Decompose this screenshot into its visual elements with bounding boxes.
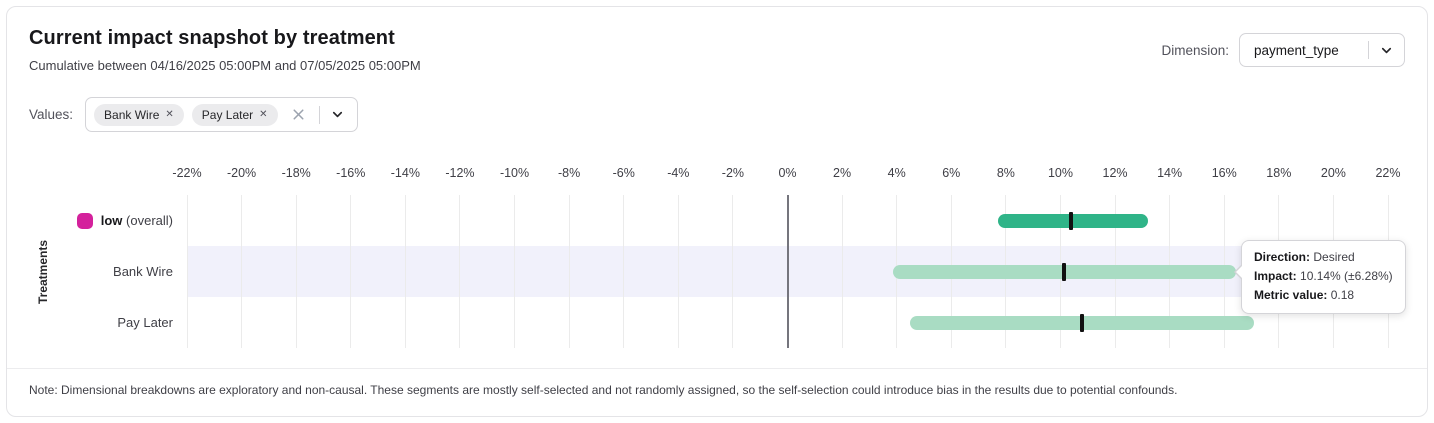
- note-section: Note: Dimensional breakdowns are explora…: [7, 368, 1427, 398]
- x-tick-label: 18%: [1266, 166, 1292, 180]
- gridline: [186, 195, 188, 348]
- page-title: Current impact snapshot by treatment: [29, 27, 395, 49]
- gridline: [459, 195, 461, 348]
- row-label: Bank Wire: [29, 262, 173, 282]
- x-tick-label: -16%: [336, 166, 366, 180]
- row-label-text: Bank Wire: [113, 264, 173, 279]
- gridline: [241, 195, 243, 348]
- values-dropdown-toggle[interactable]: [328, 107, 347, 122]
- value-chip[interactable]: Bank Wire ✕: [94, 103, 184, 126]
- x-tick-label: -20%: [226, 166, 257, 180]
- row-label: Pay Later: [29, 313, 173, 333]
- values-multiselect[interactable]: Bank Wire ✕ Pay Later ✕: [85, 97, 358, 132]
- dimension-select[interactable]: payment_type: [1239, 33, 1405, 67]
- x-tick-label: -2%: [721, 166, 745, 180]
- x-tick-label: -6%: [612, 166, 635, 180]
- value-chip-label: Bank Wire: [104, 107, 160, 122]
- gridline: [295, 195, 297, 348]
- impact-marker: [1062, 262, 1067, 281]
- values-label: Values:: [29, 107, 74, 122]
- row-label: low (overall): [29, 211, 173, 231]
- x-tick-label: -4%: [667, 166, 690, 180]
- gridline: [404, 195, 406, 348]
- impact-marker: [1080, 313, 1085, 332]
- x-tick-label: -12%: [445, 166, 475, 180]
- header-titles: Current impact snapshot by treatment Cum…: [29, 25, 421, 75]
- x-tick-label: 6%: [942, 166, 961, 180]
- x-tick-label: -14%: [390, 166, 420, 180]
- tooltip-lines: Direction: Desired Impact: 10.14% (±6.28%…: [1254, 248, 1393, 305]
- card-header: Current impact snapshot by treatment Cum…: [29, 25, 1405, 75]
- zero-line: [786, 195, 789, 348]
- row-label-text: low (overall): [100, 213, 173, 228]
- chips-container: Bank Wire ✕ Pay Later ✕: [94, 103, 278, 126]
- x-tick-label: 2%: [833, 166, 852, 180]
- gridline: [514, 195, 516, 348]
- chevron-down-icon: [1379, 43, 1394, 58]
- note-text: Note: Dimensional breakdowns are explora…: [29, 383, 1178, 397]
- clear-values-button[interactable]: [286, 106, 311, 123]
- impact-snapshot-card: Current impact snapshot by treatment Cum…: [6, 6, 1428, 417]
- row-label-text: Pay Later: [117, 315, 173, 330]
- x-tick-label: 14%: [1157, 166, 1183, 180]
- x-tick-label: 16%: [1211, 166, 1237, 180]
- impact-marker: [1069, 211, 1074, 230]
- value-chip-label: Pay Later: [201, 107, 254, 122]
- remove-chip-icon[interactable]: ✕: [165, 109, 174, 120]
- x-tick-label: 12%: [1102, 166, 1128, 180]
- impact-chart: Treatments Direction: Desired Impact: 10.…: [29, 158, 1406, 359]
- gridline: [350, 195, 352, 348]
- x-tick-label: -10%: [499, 166, 530, 180]
- chevron-down-icon: [330, 107, 345, 122]
- gridline: [732, 195, 734, 348]
- x-tick-label: 22%: [1375, 166, 1401, 180]
- value-chip[interactable]: Pay Later ✕: [191, 103, 278, 126]
- tooltip: Direction: Desired Impact: 10.14% (±6.28%…: [1234, 240, 1406, 314]
- remove-chip-icon[interactable]: ✕: [259, 109, 268, 120]
- close-icon: [290, 106, 307, 123]
- x-tick-label: 0%: [778, 166, 797, 180]
- x-tick-label: 20%: [1320, 166, 1346, 180]
- values-divider: [318, 105, 320, 124]
- select-divider: [1368, 41, 1369, 59]
- dimension-control: Dimension: payment_type: [1161, 33, 1405, 67]
- date-range-subtitle: Cumulative between 04/16/2025 05:00PM an…: [29, 58, 421, 73]
- gridline: [841, 195, 843, 348]
- x-tick-label: -22%: [172, 166, 202, 180]
- x-tick-label: 10%: [1047, 166, 1073, 180]
- tooltip-line: Impact: 10.14% (±6.28%): [1254, 269, 1393, 283]
- gridline: [568, 195, 570, 348]
- x-tick-label: -18%: [281, 166, 311, 180]
- dimension-label: Dimension:: [1161, 42, 1229, 58]
- x-tick-label: 4%: [887, 166, 906, 180]
- dimension-select-value: payment_type: [1254, 42, 1339, 58]
- x-tick-label: 8%: [996, 166, 1015, 180]
- x-tick-label: -8%: [558, 166, 581, 180]
- gridline: [677, 195, 679, 348]
- legend-swatch: [76, 212, 93, 229]
- gridline: [623, 195, 625, 348]
- tooltip-line: Metric value: 0.18: [1254, 288, 1355, 302]
- values-filter-row: Values: Bank Wire ✕ Pay Later ✕: [29, 97, 1405, 132]
- tooltip-line: Direction: Desired: [1254, 250, 1355, 264]
- plot-area: [186, 195, 1389, 348]
